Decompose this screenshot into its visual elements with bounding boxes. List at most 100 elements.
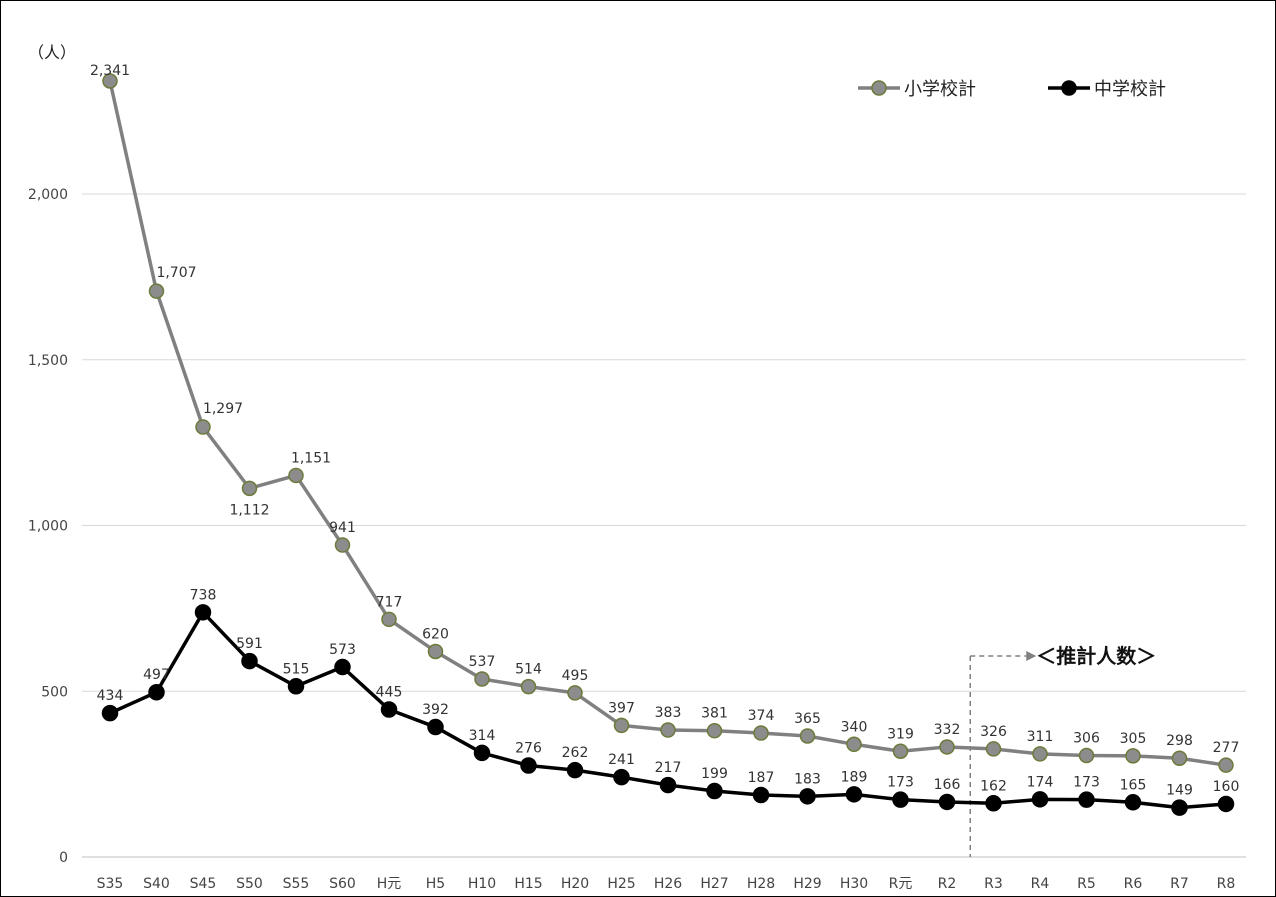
legend-marker-elementary [871,80,887,96]
x-tick-label: R2 [938,876,957,892]
data-point [148,683,165,701]
data-point [613,768,630,786]
legend-label-junior-high: 中学校計 [1094,79,1166,100]
data-point [706,722,723,739]
x-tick-label: H26 [654,876,682,892]
data-point [334,658,351,676]
data-label: 381 [701,706,728,722]
data-point [846,736,862,753]
x-axis-ticks: S35 S40 S45 S50 S55 S60 H元 H5 H10 H15 H20 H25 H26 H27… [97,876,1236,892]
data-point [520,678,537,695]
data-point [381,611,397,628]
x-tick-label: H27 [700,876,728,892]
data-label: 537 [469,654,496,670]
data-label: 217 [655,760,682,776]
data-point [799,728,816,744]
data-point [427,643,444,660]
x-tick-label: S50 [236,876,263,892]
data-label: 1,112 [229,502,269,518]
data-point [520,757,537,774]
x-tick-label: H29 [793,876,821,892]
data-label: 392 [422,702,449,718]
data-label: 149 [1166,783,1193,799]
data-label: 497 [143,667,170,683]
data-label: 738 [190,587,217,603]
x-tick-label: H28 [747,876,775,892]
data-label: 515 [283,661,310,677]
data-label: 620 [422,626,449,642]
data-point [287,678,305,695]
data-label: 277 [1213,740,1240,756]
data-point [659,776,677,794]
data-point [1171,750,1188,766]
data-label: 573 [329,642,356,658]
data-point [101,704,119,722]
projection-annotation: ＜推計人数＞ [1036,644,1156,668]
x-tick-label: R6 [1124,876,1143,892]
data-point [1125,748,1141,764]
data-point [427,718,444,736]
gridlines [82,193,1246,692]
x-tick-label: H20 [561,876,589,892]
x-tick-label: H10 [468,876,496,892]
data-label: 306 [1073,731,1100,747]
y-tick-label: 2,000 [28,187,68,203]
data-label: 397 [608,700,635,716]
x-tick-label: R8 [1217,876,1236,892]
data-point [939,739,955,755]
data-label: 326 [980,724,1007,740]
data-point [752,786,770,804]
data-label: 166 [934,777,961,793]
x-tick-label: S35 [97,876,124,892]
x-tick-label: R5 [1077,876,1096,892]
x-tick-label: H30 [840,876,868,892]
data-point [845,786,863,803]
data-point [567,685,583,701]
x-tick-label: S60 [329,876,356,892]
y-tick-label: 0 [59,850,68,866]
x-tick-label: S40 [143,876,170,892]
data-point [1124,794,1142,811]
data-label: 160 [1213,779,1240,795]
data-label: 241 [608,752,635,768]
data-point [660,722,676,738]
x-tick-label: H5 [426,876,445,892]
data-point [613,717,630,734]
data-point [1078,747,1095,764]
data-point [288,467,304,484]
legend-label-elementary: 小学校計 [904,79,976,100]
x-tick-label: R4 [1031,876,1050,892]
data-point [474,671,490,687]
data-label: 311 [1027,729,1054,745]
data-label: 162 [980,778,1007,794]
data-label: 165 [1120,777,1147,793]
series-markers [101,73,1235,816]
y-axis-ticks: 0 500 1,000 1,500 2,000 [28,187,68,866]
divider-arrowhead [1026,651,1037,661]
data-label: 514 [515,662,542,678]
data-label: 187 [748,770,775,786]
data-point [194,604,212,621]
data-label: 174 [1027,774,1054,790]
x-tick-label: H25 [607,876,635,892]
projection-divider [969,651,1037,857]
y-tick-label: 500 [41,684,68,700]
data-point [1217,795,1235,813]
data-point [241,652,258,670]
data-label: 383 [655,705,682,721]
data-label: 189 [841,769,868,785]
data-label: 365 [794,711,821,727]
series-lines [108,80,1227,810]
data-label: 2,341 [90,63,130,79]
data-point [1032,746,1048,762]
data-label: 340 [841,719,868,735]
legend: 小学校計 中学校計 [858,79,1166,100]
data-label: 495 [562,668,589,684]
legend-marker-junior-high [1061,80,1077,96]
data-point [241,480,258,497]
data-label: 941 [329,520,356,536]
data-label: 1,707 [156,265,196,281]
data-label: 173 [887,775,914,791]
data-point [1218,757,1234,773]
data-point [473,744,491,762]
